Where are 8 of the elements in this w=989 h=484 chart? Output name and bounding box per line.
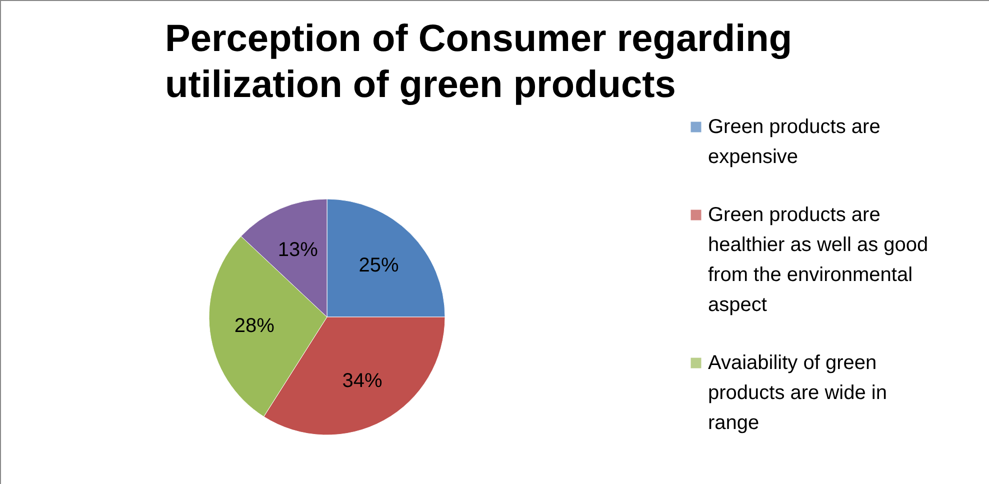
data-label: 13% (278, 238, 318, 261)
data-label: 25% (358, 254, 399, 276)
data-label: 34% (342, 370, 382, 392)
chart-title: Perception of Consumer regarding utilization of green products (165, 18, 792, 106)
legend-label: Green products are expensive (708, 116, 880, 168)
data-label: 28% (234, 315, 275, 338)
legend-label: Avaiability of green products are wide in range (708, 352, 887, 434)
legend-label: Green products are healthier as well as good from the environmental aspect (708, 204, 928, 316)
